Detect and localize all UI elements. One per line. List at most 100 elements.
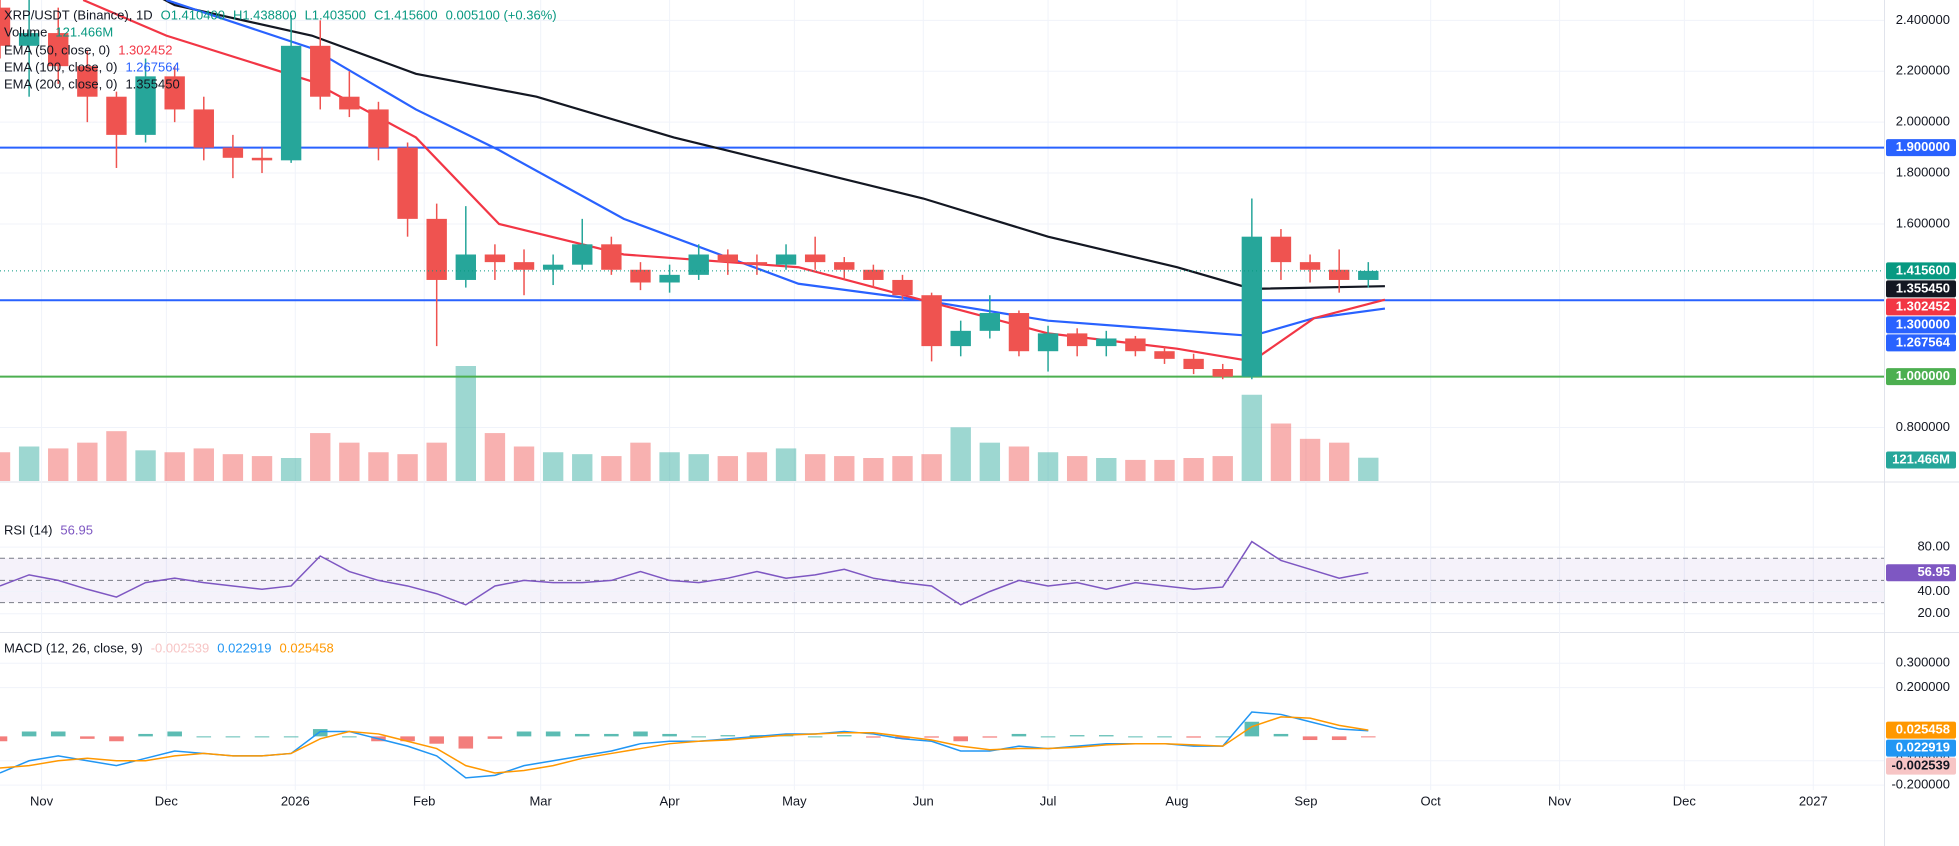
candle-body xyxy=(746,262,768,265)
volume-bar xyxy=(397,454,418,481)
macd-histogram-bar xyxy=(109,736,124,742)
price-badge-label: 1.355450 xyxy=(1896,280,1950,295)
macd-histogram-bar xyxy=(545,731,561,737)
candle-body xyxy=(1241,236,1263,377)
macd-histogram-bar xyxy=(1157,736,1172,738)
macd-histogram-bar xyxy=(662,733,677,737)
candle-body xyxy=(426,218,447,280)
price-badge-label: 1.000000 xyxy=(1896,368,1950,383)
price-badge-label: 0.025458 xyxy=(1896,722,1950,737)
x-tick-label: Dec xyxy=(1673,793,1697,808)
candle-body xyxy=(1299,262,1321,270)
macd-histogram-bar xyxy=(1302,736,1318,741)
price-badge xyxy=(1886,757,1956,775)
volume-bar xyxy=(222,454,244,481)
volume-bar xyxy=(280,458,302,481)
legend-entry: EMA (100, close, 0) xyxy=(4,59,117,74)
macd-histogram-bar xyxy=(866,736,881,738)
price-badge-label: 1.415600 xyxy=(1896,262,1950,277)
macd-histogram-bar xyxy=(21,731,37,737)
candle-body xyxy=(513,262,535,270)
rsi-title: RSI (14) xyxy=(4,522,52,537)
macd-histogram-bar xyxy=(574,733,590,737)
macd-histogram-bar xyxy=(895,736,910,739)
candle-body xyxy=(164,76,185,110)
volume-bar xyxy=(601,456,622,481)
volume-bar xyxy=(48,448,69,481)
y-tick-label: 2.400000 xyxy=(1896,12,1950,27)
pane-layer xyxy=(0,662,1884,786)
volume-bar xyxy=(1154,459,1175,481)
volume-bar xyxy=(1066,456,1088,481)
ema-line xyxy=(162,0,1385,290)
macd-histogram-bar xyxy=(342,736,357,738)
volume-bar xyxy=(106,431,127,481)
macd-histogram-bar xyxy=(400,736,415,742)
volume-bar xyxy=(513,446,535,481)
macd-histogram-bar xyxy=(1128,736,1143,738)
candle-body xyxy=(601,244,622,270)
volume-bar xyxy=(1212,456,1233,481)
candle-body xyxy=(1125,338,1146,352)
candle-body xyxy=(455,254,476,280)
volume-bar xyxy=(746,452,768,481)
x-tick-label: Jul xyxy=(1040,793,1057,808)
signal-value: 0.025458 xyxy=(280,640,334,655)
candle-body xyxy=(0,7,11,46)
volume-label: Volume xyxy=(4,24,47,39)
candle-body xyxy=(193,109,214,148)
signal-line xyxy=(0,716,1369,774)
legend-value: 1.267564 xyxy=(125,59,179,74)
candle-body xyxy=(834,262,855,270)
ohlc-value: 0.005100 (+0.36%) xyxy=(446,7,557,22)
volume-bar xyxy=(1328,442,1350,481)
volume-bar xyxy=(368,452,389,481)
candle-body xyxy=(1212,369,1233,377)
volume-bar xyxy=(775,448,797,481)
macd-histogram-bar xyxy=(196,736,212,738)
volume-bar xyxy=(339,442,360,481)
price-badge-label: 1.302452 xyxy=(1896,298,1950,313)
volume-bar xyxy=(717,456,739,481)
volume-bar xyxy=(0,452,11,481)
volume-value: 121.466M xyxy=(55,24,113,39)
macd-histogram-bar xyxy=(1186,736,1201,738)
price-badge-label: 0.022919 xyxy=(1896,740,1950,755)
price-badge xyxy=(1886,298,1956,316)
y-tick-label: 1.600000 xyxy=(1896,215,1950,230)
macd-histogram-bar xyxy=(458,736,474,749)
price-badge xyxy=(1886,334,1956,352)
candle-body xyxy=(717,254,739,263)
candle-body xyxy=(251,157,273,161)
candle-body xyxy=(950,330,971,347)
legend-entry: EMA (200, close, 0) xyxy=(4,76,117,91)
volume-bar xyxy=(572,454,593,481)
macd-histogram-bar xyxy=(1273,733,1289,737)
volume-bar xyxy=(310,433,331,481)
macd-title: MACD (12, 26, close, 9) xyxy=(4,640,143,655)
y-tick-label: 0.800000 xyxy=(1896,419,1950,434)
macd-histogram-bar xyxy=(0,736,8,742)
ohlc-value: O1.410400 xyxy=(161,7,225,22)
price-badge xyxy=(1886,739,1956,757)
price-badge-label: 121.466M xyxy=(1892,451,1950,466)
macd-histogram-bar xyxy=(1099,735,1114,737)
pane-layer xyxy=(41,0,1814,790)
macd-histogram-bar xyxy=(1361,736,1376,738)
volume-bar xyxy=(892,456,913,481)
volume-bar xyxy=(164,452,185,481)
candle-body xyxy=(804,254,826,263)
x-tick-label: Mar xyxy=(529,793,552,808)
candle-body xyxy=(48,33,69,67)
volume-bar xyxy=(688,454,709,481)
macd-histogram-bar xyxy=(50,731,66,737)
macd-histogram-bar xyxy=(1011,733,1027,737)
candle-body xyxy=(688,254,709,275)
price-badge-label: 1.267564 xyxy=(1896,334,1951,349)
ema-line xyxy=(166,0,1386,338)
macd-histogram-bar xyxy=(487,736,503,739)
volume-bar xyxy=(1270,423,1292,481)
volume-bar xyxy=(18,446,40,481)
legend-entry: EMA (50, close, 0) xyxy=(4,42,110,57)
volume-bar xyxy=(950,427,971,481)
